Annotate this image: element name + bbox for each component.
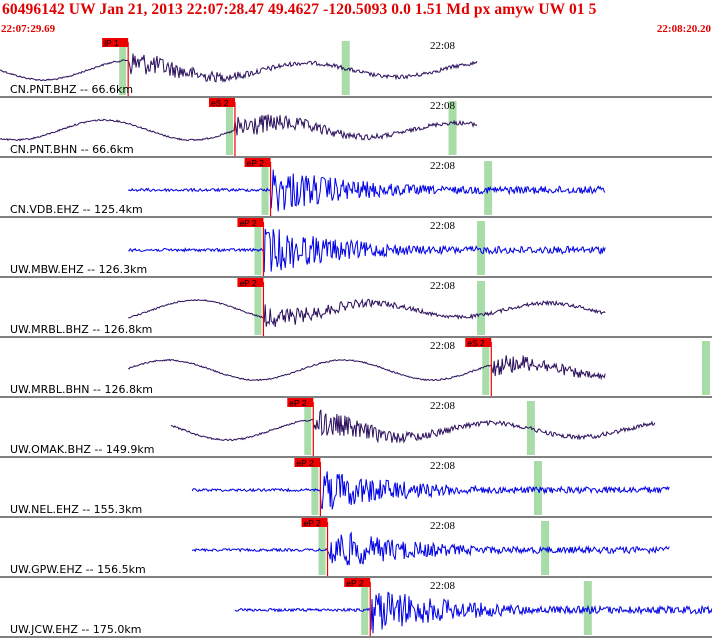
trace-panel[interactable]: eP 2 22:08 CN.VDB.EHZ -- 125.4km xyxy=(0,158,712,218)
window-end-band xyxy=(448,101,457,155)
window-start-band xyxy=(119,41,127,95)
pick-label: eP 2 xyxy=(247,158,265,168)
time-mark: 22:08 xyxy=(430,580,456,592)
trace-panel[interactable]: eP 2 22:08 UW.MRBL.BHZ -- 126.8km xyxy=(0,278,712,338)
pick-label-box[interactable] xyxy=(465,338,492,347)
window-end-band xyxy=(341,41,350,95)
waveform-trace xyxy=(170,409,656,444)
pick-label: eP 2 xyxy=(239,278,257,288)
window-end-band xyxy=(534,461,542,515)
waveform-trace xyxy=(128,355,606,382)
window-end-band xyxy=(477,221,486,275)
waveform-trace xyxy=(234,591,712,634)
window-end-band xyxy=(702,341,710,395)
window-start-band xyxy=(311,461,319,515)
pick-label: iP 1 xyxy=(104,38,119,48)
pick-label: eP 2 xyxy=(239,218,257,228)
window-start-band xyxy=(254,281,262,335)
station-label: UW.GPW.EHZ -- 156.5km xyxy=(10,563,146,576)
pick-label: eP 2 xyxy=(346,578,364,588)
pick-label: eP 2 xyxy=(296,458,314,468)
pick-label-box[interactable] xyxy=(237,218,264,227)
pick-label: eP 2 xyxy=(304,518,322,528)
time-mark: 22:08 xyxy=(430,40,456,52)
trace-panel[interactable]: eP 2 22:08 UW.MBW.EHZ -- 126.3km xyxy=(0,218,712,278)
pick-label-box[interactable] xyxy=(102,38,129,47)
waveform-trace xyxy=(191,471,670,510)
window-start-band xyxy=(304,401,312,455)
time-mark: 22:08 xyxy=(430,400,456,412)
window-start-band xyxy=(318,521,326,575)
waveform-trace xyxy=(127,298,606,327)
station-label: UW.OMAK.BHZ -- 149.9km xyxy=(10,443,154,456)
trace-panel[interactable]: iP 1 22:08 CN.PNT.BHZ -- 66.6km xyxy=(0,38,712,98)
event-title: 60496142 UW Jan 21, 2013 22:07:28.47 49.… xyxy=(2,1,597,18)
station-label: CN.VDB.EHZ -- 125.4km xyxy=(10,203,143,216)
pick-label-box[interactable] xyxy=(244,158,271,167)
time-mark: 22:08 xyxy=(430,160,456,172)
trace-panel[interactable]: eS 2 22:08 CN.PNT.BHN -- 66.6km xyxy=(0,98,712,158)
trace-panel[interactable]: eP 2 22:08 UW.GPW.EHZ -- 156.5km xyxy=(0,518,712,578)
window-end-band xyxy=(477,281,486,335)
station-label: UW.MRBL.BHZ -- 126.8km xyxy=(10,323,152,336)
trace-panel[interactable]: eP 2 22:08 UW.NEL.EHZ -- 155.3km xyxy=(0,458,712,518)
trace-panel[interactable]: eS 2 22:08 UW.MRBL.BHN -- 126.8km xyxy=(0,338,712,398)
window-start-time: 22:07:29.69 xyxy=(1,23,56,35)
time-mark: 22:08 xyxy=(430,100,456,112)
pick-label-box[interactable] xyxy=(208,98,235,107)
waveform-trace xyxy=(128,228,606,273)
waveform-trace xyxy=(0,114,478,142)
window-start-band xyxy=(482,341,490,395)
pick-label-box[interactable] xyxy=(294,458,321,467)
pick-label-box[interactable] xyxy=(344,578,371,587)
station-label: UW.NEL.EHZ -- 155.3km xyxy=(10,503,142,516)
pick-label: eS 2 xyxy=(467,338,485,348)
waveform-trace xyxy=(191,531,670,566)
window-start-band xyxy=(225,101,233,155)
pick-label-box[interactable] xyxy=(237,278,264,287)
time-mark: 22:08 xyxy=(430,460,456,472)
station-label: UW.JCW.EHZ -- 175.0km xyxy=(10,623,141,636)
trace-panel[interactable]: eP 2 22:08 UW.OMAK.BHZ -- 149.9km xyxy=(0,398,712,458)
window-end-time: 22:08:20.20 xyxy=(656,23,711,35)
station-label: CN.PNT.BHZ -- 66.6km xyxy=(10,83,133,96)
window-start-band xyxy=(261,161,269,215)
waveform-trace xyxy=(127,169,606,212)
window-start-band xyxy=(254,221,262,275)
pick-label-box[interactable] xyxy=(287,398,314,407)
pick-label-box[interactable] xyxy=(301,518,328,527)
time-mark: 22:08 xyxy=(430,520,456,532)
event-header: 60496142 UW Jan 21, 2013 22:07:28.47 49.… xyxy=(0,0,712,38)
pick-label: eS 2 xyxy=(211,98,229,108)
station-label: UW.MBW.EHZ -- 126.3km xyxy=(10,263,147,276)
window-start-band xyxy=(361,581,369,635)
station-label: CN.PNT.BHN -- 66.6km xyxy=(10,143,134,156)
station-label: UW.MRBL.BHN -- 126.8km xyxy=(10,383,153,396)
trace-panel[interactable]: eP 2 22:08 UW.JCW.EHZ -- 175.0km xyxy=(0,578,712,638)
time-mark: 22:08 xyxy=(430,280,456,292)
time-mark: 22:08 xyxy=(430,220,456,232)
waveform-trace xyxy=(0,53,478,84)
pick-label: eP 2 xyxy=(289,398,307,408)
time-mark: 22:08 xyxy=(430,340,456,352)
